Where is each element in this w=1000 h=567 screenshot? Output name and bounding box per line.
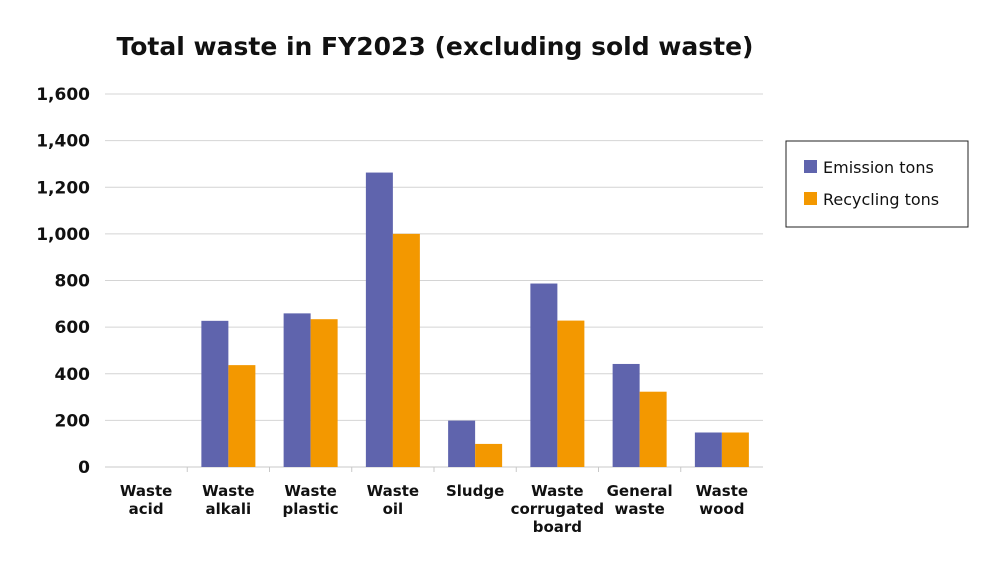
bar-recycling (228, 365, 256, 467)
legend: Emission tons Recycling tons (785, 140, 969, 228)
y-tick-label: 800 (55, 272, 91, 292)
chart-title: Total waste in FY2023 (excluding sold wa… (117, 32, 754, 61)
x-tick-label: Waste alkali (202, 482, 254, 518)
legend-label: Recycling tons (823, 190, 939, 209)
bar-recycling (639, 391, 667, 467)
bar-emission (365, 172, 393, 468)
legend-box (785, 140, 969, 228)
x-tick-label: Waste acid (120, 482, 172, 518)
bar-recycling (557, 320, 585, 467)
y-tick-label: 1,200 (36, 178, 90, 198)
y-tick-label: 200 (55, 411, 91, 431)
y-tick-label: 0 (78, 458, 90, 478)
bar-recycling (721, 432, 749, 467)
legend-label: Emission tons (823, 158, 934, 177)
bar-emission (694, 432, 722, 467)
x-tick-label: General waste (607, 482, 673, 518)
x-tick-label: Waste corrugated board (511, 482, 605, 536)
bar-emission (612, 363, 640, 467)
x-tick-label: Sludge (446, 482, 504, 500)
bar-recycling (392, 233, 420, 467)
legend-swatch (804, 160, 817, 173)
x-axis-ticks: Waste acid Waste alkali Waste plastic Waste oil… (120, 482, 748, 536)
y-axis-ticks: 0 200 400 600 800 1,000 1,200 1,400 1,600 (36, 85, 90, 478)
y-tick-label: 1,600 (36, 85, 90, 105)
bar-recycling (310, 319, 338, 467)
x-tick-label: Waste wood (696, 482, 748, 518)
bar-emission (448, 420, 476, 467)
bars (201, 172, 749, 468)
bar-emission (530, 283, 558, 467)
legend-swatch (804, 192, 817, 205)
y-tick-label: 1,000 (36, 225, 90, 245)
x-tick-label: Waste plastic (283, 482, 339, 518)
y-tick-label: 1,400 (36, 132, 90, 152)
bar-emission (201, 320, 229, 467)
y-tick-label: 600 (55, 318, 91, 338)
x-tick-label: Waste oil (367, 482, 419, 518)
y-tick-label: 400 (55, 365, 91, 385)
bar-recycling (475, 443, 503, 467)
bar-emission (283, 313, 311, 467)
